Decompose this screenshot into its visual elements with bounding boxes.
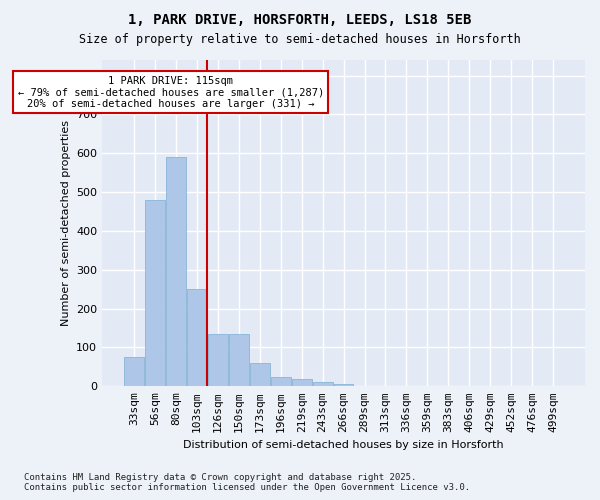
Bar bbox=[208, 334, 228, 386]
X-axis label: Distribution of semi-detached houses by size in Horsforth: Distribution of semi-detached houses by … bbox=[183, 440, 504, 450]
Text: 1, PARK DRIVE, HORSFORTH, LEEDS, LS18 5EB: 1, PARK DRIVE, HORSFORTH, LEEDS, LS18 5E… bbox=[128, 12, 472, 26]
Text: Contains HM Land Registry data © Crown copyright and database right 2025.
Contai: Contains HM Land Registry data © Crown c… bbox=[24, 473, 470, 492]
Bar bbox=[229, 334, 249, 386]
Bar bbox=[166, 157, 186, 386]
Text: Size of property relative to semi-detached houses in Horsforth: Size of property relative to semi-detach… bbox=[79, 32, 521, 46]
Bar bbox=[271, 376, 290, 386]
Bar bbox=[187, 289, 207, 386]
Bar bbox=[313, 382, 332, 386]
Bar bbox=[145, 200, 165, 386]
Bar bbox=[250, 363, 269, 386]
Bar bbox=[124, 357, 144, 386]
Text: 1 PARK DRIVE: 115sqm
← 79% of semi-detached houses are smaller (1,287)
20% of se: 1 PARK DRIVE: 115sqm ← 79% of semi-detac… bbox=[17, 76, 324, 108]
Bar bbox=[292, 378, 311, 386]
Bar bbox=[334, 384, 353, 386]
Y-axis label: Number of semi-detached properties: Number of semi-detached properties bbox=[61, 120, 71, 326]
